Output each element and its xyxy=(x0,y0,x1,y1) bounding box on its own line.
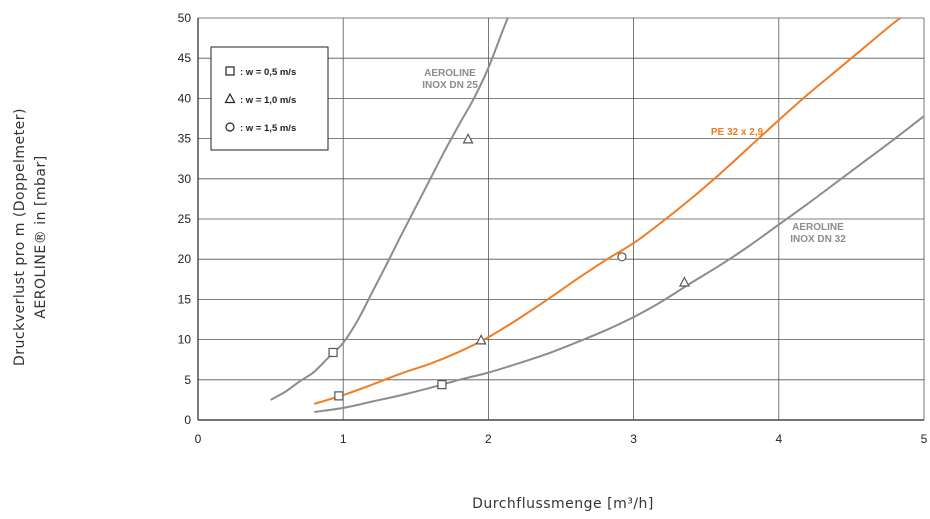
legend-label: : w = 1,5 m/s xyxy=(240,123,296,134)
y-tick-label: 30 xyxy=(178,172,192,186)
legend-circle-icon xyxy=(225,122,235,132)
series-line-pe-32-x-2-9 xyxy=(313,18,903,405)
marker-square-pe-32-x-2-9 xyxy=(334,391,344,401)
x-axis-ticks: 0 1 2 3 4 5 xyxy=(195,432,928,446)
marker-circle-pe-32-x-2-9 xyxy=(617,252,627,262)
x-tick-label: 3 xyxy=(630,432,637,446)
y-axis-title-line-1: Druckverlust pro m (Doppelmeter) xyxy=(12,108,28,366)
x-tick-label: 0 xyxy=(195,432,202,446)
y-axis-ticks: 0 5 10 15 20 25 30 35 40 45 50 xyxy=(178,11,192,427)
x-tick-label: 5 xyxy=(921,432,928,446)
y-tick-label: 45 xyxy=(178,51,192,65)
x-tick-label: 1 xyxy=(340,432,347,446)
series-label-aeroline-inox-dn-25: AEROLINE INOX DN 25 xyxy=(422,68,478,91)
y-tick-label: 50 xyxy=(178,11,192,25)
y-tick-label: 0 xyxy=(184,413,191,427)
y-tick-label: 15 xyxy=(178,292,192,306)
series-label-aeroline-inox-dn-32: AEROLINE INOX DN 32 xyxy=(790,222,846,245)
x-tick-label: 2 xyxy=(485,432,492,446)
legend-label: : w = 0,5 m/s xyxy=(240,67,296,78)
y-tick-label: 35 xyxy=(178,132,192,146)
legend-square-icon xyxy=(225,66,235,76)
marker-triangle-aeroline-inox-dn-32 xyxy=(678,276,690,287)
marker-square-aeroline-inox-dn-32 xyxy=(437,380,447,390)
y-tick-label: 40 xyxy=(178,91,192,105)
y-axis-title: Druckverlust pro m (Doppelmeter) AEROLIN… xyxy=(12,108,49,366)
legend-triangle-icon xyxy=(224,92,236,104)
legend: : w = 0,5 m/s : w = 1,0 m/s : w = 1,5 m/s xyxy=(210,46,329,151)
legend-label: : w = 1,0 m/s xyxy=(240,95,296,106)
y-tick-label: 20 xyxy=(178,252,192,266)
y-tick-label: 10 xyxy=(178,333,192,347)
series-line-aeroline-inox-dn-25 xyxy=(270,18,509,401)
marker-triangle-pe-32-x-2-9 xyxy=(475,334,487,345)
series-line-aeroline-inox-dn-32 xyxy=(314,115,924,413)
x-axis-title: Durchflussmenge [m³/h] xyxy=(472,496,654,512)
curves xyxy=(270,18,924,413)
y-tick-label: 25 xyxy=(178,212,192,226)
series-label-pe-32-x-2-9: PE 32 x 2,9 xyxy=(711,127,764,138)
curve-labels: AEROLINE INOX DN 25 PE 32 x 2,9 AEROLINE INO… xyxy=(422,68,846,245)
markers xyxy=(328,133,690,401)
y-axis-title-line-2: AEROLINE® in [mbar] xyxy=(33,155,49,318)
y-tick-label: 5 xyxy=(184,373,191,387)
marker-square-aeroline-inox-dn-25 xyxy=(328,347,338,358)
x-tick-label: 4 xyxy=(775,432,782,446)
marker-triangle-aeroline-inox-dn-25 xyxy=(462,133,474,144)
grid xyxy=(197,17,925,421)
